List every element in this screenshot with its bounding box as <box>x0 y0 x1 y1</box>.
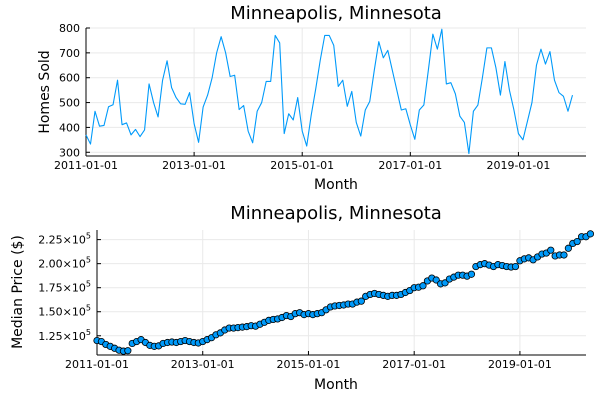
homes-sold-panel: Minneapolis, Minnesota 2011-01-01 2013-01… <box>37 3 586 193</box>
y-tick-label: 1.25×105 <box>38 328 91 343</box>
x-tick-label: 2015-01-01 <box>276 358 340 371</box>
y-tick-label: 1.50×105 <box>38 304 91 319</box>
median-price-point <box>419 282 427 290</box>
y-tick-label: 300 <box>59 146 80 159</box>
homes-sold-y-label: Homes Sold <box>37 50 53 133</box>
x-tick-label: 2019-01-01 <box>486 159 550 172</box>
y-tick-label: 600 <box>59 72 80 85</box>
median-price-panel: Minneapolis, Minnesota 2011-01-01 2013-01… <box>10 203 595 393</box>
x-tick-label: 2017-01-01 <box>378 159 442 172</box>
median-price-y-label: Median Price ($) <box>10 235 26 349</box>
y-tick-label: 1.75×105 <box>38 280 91 295</box>
x-tick-label: 2017-01-01 <box>382 358 446 371</box>
median-price-point <box>357 297 365 305</box>
x-tick-label: 2019-01-01 <box>488 358 552 371</box>
x-tick-label: 2013-01-01 <box>171 358 235 371</box>
median-price-point <box>560 251 568 259</box>
y-tick-label: 400 <box>59 121 80 134</box>
median-price-point <box>573 237 581 246</box>
y-tick-label: 2.25×105 <box>38 232 91 247</box>
y-tick-label: 2.00×105 <box>38 256 91 271</box>
y-tick-label: 500 <box>59 97 80 110</box>
median-price-y-ticks: 1.25×105 1.50×105 1.75×105 2.00×105 2.25×105 <box>38 232 101 343</box>
x-tick-label: 2015-01-01 <box>270 159 334 172</box>
median-price-point <box>511 262 520 271</box>
median-price-x-label: Month <box>314 377 358 393</box>
x-tick-label: 2011-01-01 <box>54 159 118 172</box>
homes-sold-x-label: Month <box>314 177 358 193</box>
homes-sold-line <box>85 28 574 155</box>
median-price-title: Minneapolis, Minnesota <box>230 203 442 224</box>
homes-sold-y-ticks: 300 400 500 600 700 800 <box>59 22 90 159</box>
median-price-point <box>467 270 476 278</box>
homes-sold-series <box>85 28 574 155</box>
x-tick-label: 2011-01-01 <box>65 358 129 371</box>
homes-sold-title: Minneapolis, Minnesota <box>230 3 442 24</box>
median-price-point <box>124 347 132 355</box>
median-price-x-ticks: 2011-01-01 2013-01-01 2015-01-01 2017-01-01… <box>65 351 552 371</box>
median-price-grid <box>96 230 586 355</box>
y-tick-label: 700 <box>59 47 80 60</box>
median-price-point <box>564 244 572 252</box>
median-price-series <box>93 230 595 355</box>
x-tick-label: 2013-01-01 <box>162 159 226 172</box>
y-tick-label: 800 <box>59 22 80 35</box>
homes-sold-x-ticks: 2011-01-01 2013-01-01 2015-01-01 2017-01-01… <box>54 152 550 172</box>
median-price-point <box>547 246 555 254</box>
median-price-point <box>586 230 595 238</box>
